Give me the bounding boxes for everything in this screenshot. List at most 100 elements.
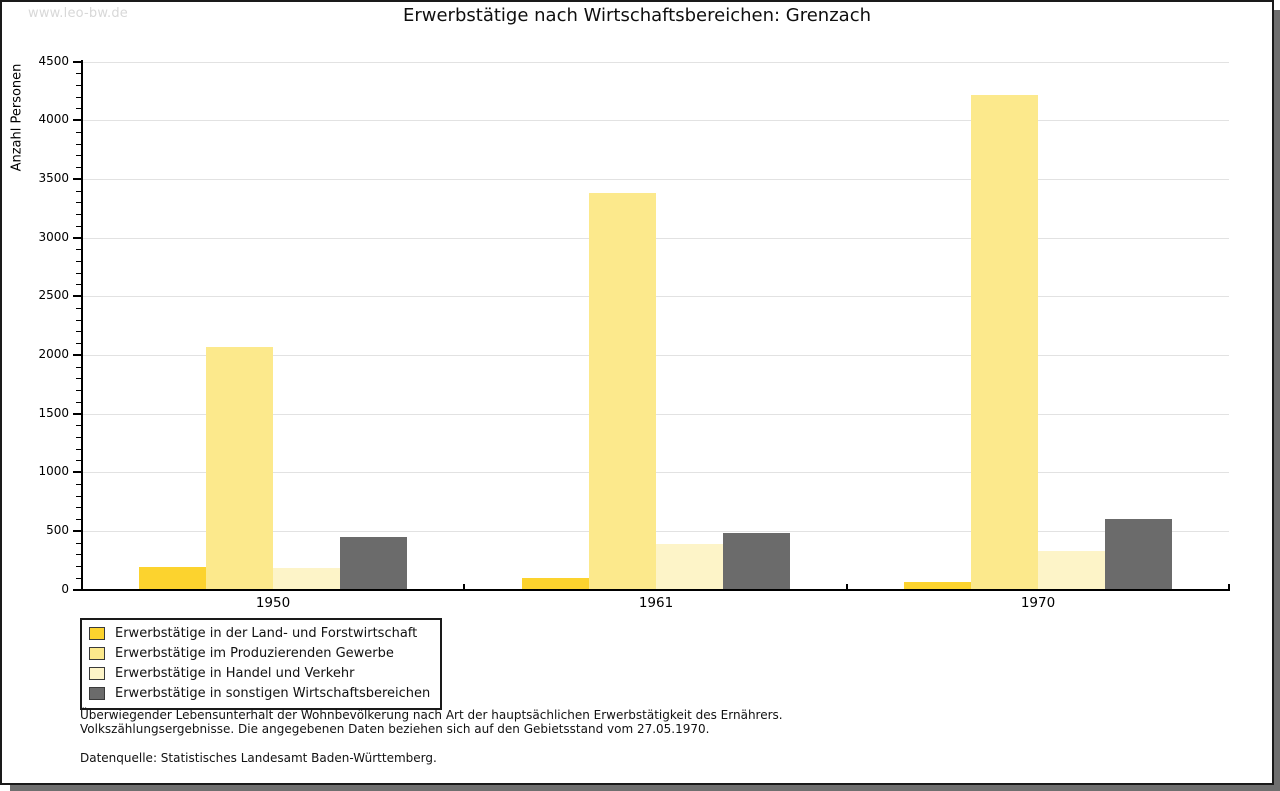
y-minor-tick [76, 191, 81, 192]
x-tick-label: 1961 [638, 595, 674, 611]
bar [139, 567, 206, 589]
y-minor-tick [76, 284, 81, 285]
bar [904, 582, 971, 589]
y-minor-tick [76, 343, 81, 344]
y-tick-label: 2500 [38, 288, 69, 302]
y-tick-label: 3000 [38, 230, 69, 244]
y-tick-label: 4000 [38, 112, 69, 126]
x-section-tick [846, 584, 848, 589]
y-minor-tick [76, 496, 81, 497]
x-axis-line [80, 589, 1230, 591]
y-minor-tick [76, 108, 81, 109]
legend-swatch-icon [89, 666, 105, 680]
bar [206, 347, 273, 589]
bar [971, 95, 1038, 589]
legend-label: Erwerbstätige in Handel und Verkehr [115, 665, 355, 681]
y-tick-label: 4500 [38, 54, 69, 68]
y-tick-label: 1500 [38, 406, 69, 420]
y-minor-tick [76, 308, 81, 309]
gridline [83, 120, 1229, 121]
legend: Erwerbstätige in der Land- und Forstwirt… [80, 618, 443, 710]
bar [522, 578, 589, 589]
footnote-line-1: Überwiegender Lebensunterhalt der Wohnbe… [80, 708, 783, 722]
chart-title: Erwerbstätige nach Wirtschaftsbereichen:… [402, 5, 871, 26]
y-minor-tick [76, 554, 81, 555]
y-minor-tick [76, 507, 81, 508]
bar [340, 537, 407, 589]
footnotes: Überwiegender Lebensunterhalt der Wohnbe… [80, 708, 783, 765]
y-major-tick [73, 237, 81, 239]
x-tick-label: 1970 [1020, 595, 1056, 611]
gridline [83, 531, 1229, 532]
y-major-tick [73, 61, 81, 63]
footnote-line-2: Volkszählungsergebnisse. Die angegebenen… [80, 722, 710, 736]
legend-swatch-icon [89, 626, 105, 640]
y-major-tick [73, 119, 81, 121]
x-tick-label: 1950 [255, 595, 291, 611]
y-tick-label: 3500 [38, 171, 69, 185]
y-tick-label: 1000 [38, 464, 69, 478]
y-minor-tick [76, 249, 81, 250]
y-minor-tick [76, 73, 81, 74]
y-minor-tick [76, 85, 81, 86]
frame-shadow-bottom [10, 785, 1280, 791]
legend-label: Erwerbstätige in der Land- und Forstwirt… [115, 625, 418, 641]
gridline [83, 296, 1229, 297]
y-tick-label: 2000 [38, 347, 69, 361]
y-minor-tick [76, 566, 81, 567]
y-major-tick [73, 471, 81, 473]
legend-row: Erwerbstätige in Handel und Verkehr [89, 663, 430, 683]
gridline [83, 179, 1229, 180]
gridline [83, 355, 1229, 356]
legend-row: Erwerbstätige in der Land- und Forstwirt… [89, 623, 430, 643]
y-minor-tick [76, 367, 81, 368]
y-minor-tick [76, 519, 81, 520]
y-minor-tick [76, 378, 81, 379]
y-major-tick [73, 354, 81, 356]
y-minor-tick [76, 320, 81, 321]
bar [1038, 551, 1105, 589]
bar [656, 544, 723, 589]
y-minor-tick [76, 331, 81, 332]
y-minor-tick [76, 167, 81, 168]
legend-swatch-icon [89, 686, 105, 700]
frame-shadow-right [1274, 10, 1280, 791]
y-minor-tick [76, 402, 81, 403]
y-minor-tick [76, 437, 81, 438]
watermark: www.leo-bw.de [28, 6, 129, 21]
y-minor-tick [76, 484, 81, 485]
data-source: Datenquelle: Statistisches Landesamt Bad… [80, 751, 437, 765]
plot-area: 0 500 1000 1500 2000 2500 3000 3500 4000 4500 1950… [2, 2, 1272, 783]
legend-swatch-icon [89, 646, 105, 660]
x-section-tick [463, 584, 465, 589]
y-minor-tick [76, 97, 81, 98]
x-section-tick [1228, 584, 1230, 589]
y-minor-tick [76, 460, 81, 461]
y-major-tick [73, 413, 81, 415]
y-major-tick [73, 530, 81, 532]
legend-label: Erwerbstätige im Produzierenden Gewerbe [115, 645, 394, 661]
gridline [83, 414, 1229, 415]
legend-label: Erwerbstätige in sonstigen Wirtschaftsbe… [115, 685, 431, 701]
bar [273, 568, 340, 589]
y-minor-tick [76, 202, 81, 203]
y-minor-tick [76, 132, 81, 133]
y-axis-line [81, 59, 83, 591]
y-tick-label: 0 [61, 582, 69, 596]
gridline [83, 472, 1229, 473]
y-minor-tick [76, 214, 81, 215]
y-minor-tick [76, 226, 81, 227]
y-minor-tick [76, 144, 81, 145]
y-minor-tick [76, 425, 81, 426]
bar [1105, 519, 1172, 589]
y-minor-tick [76, 261, 81, 262]
y-minor-tick [76, 449, 81, 450]
bar [589, 193, 656, 589]
bar [723, 533, 790, 589]
gridline [83, 238, 1229, 239]
y-minor-tick [76, 578, 81, 579]
y-minor-tick [76, 273, 81, 274]
y-tick-label: 500 [46, 523, 69, 537]
legend-row: Erwerbstätige in sonstigen Wirtschaftsbe… [89, 683, 430, 703]
